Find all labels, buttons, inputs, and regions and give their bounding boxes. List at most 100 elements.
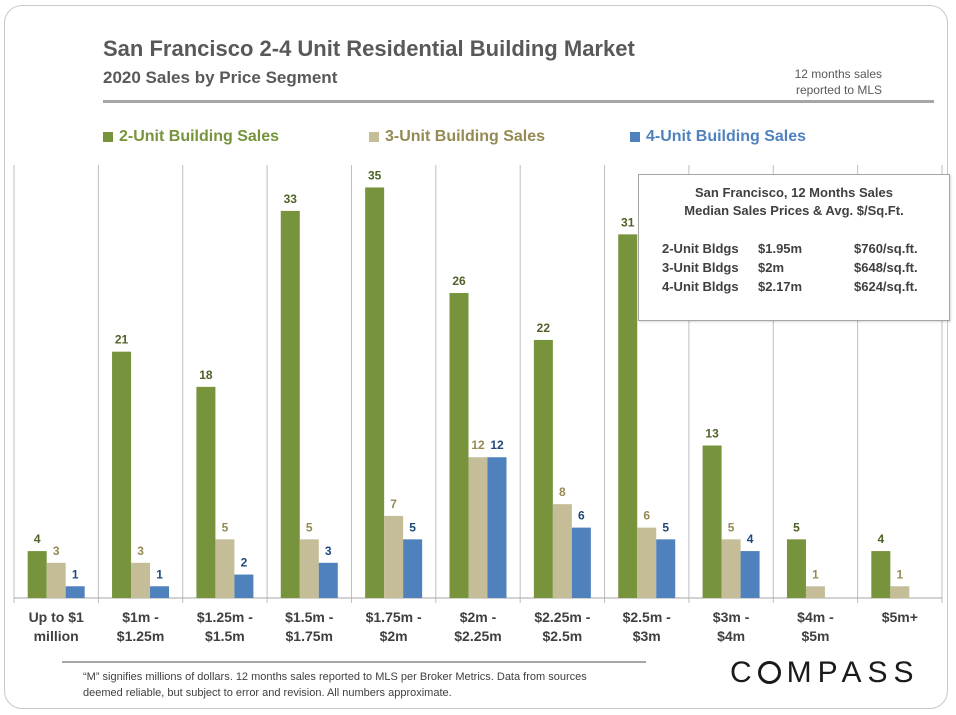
data-label: 5 [728, 520, 735, 534]
bar [468, 457, 488, 598]
data-label: 2 [241, 556, 248, 570]
data-label: 35 [368, 168, 382, 182]
data-label: 22 [537, 321, 551, 335]
bar [403, 539, 423, 598]
info-row-type: 4-Unit Bldgs [662, 279, 739, 294]
data-label: 1 [896, 567, 903, 581]
data-label: 21 [115, 333, 129, 347]
data-label: 12 [490, 438, 504, 452]
bar [571, 527, 591, 598]
x-tick-label: $5m [801, 628, 829, 644]
legend-swatch-2-unit [103, 132, 113, 142]
data-label: 13 [705, 427, 719, 441]
x-tick-label: $1.75m [286, 628, 333, 644]
median-prices-box: San Francisco, 12 Months Sales Median Sa… [638, 174, 950, 321]
data-label: 5 [409, 520, 416, 534]
bar [299, 539, 319, 598]
info-row-4-unit: 4-Unit Bldgs $2.17m $624/sq.ft. [662, 279, 942, 297]
top-note: 12 months sales reported to MLS [794, 67, 882, 97]
bar [618, 234, 638, 598]
bar [805, 586, 825, 598]
chart-title: San Francisco 2-4 Unit Residential Build… [103, 36, 635, 61]
x-tick-label: $2.25m [454, 628, 501, 644]
compass-logo: C MPASS [730, 656, 919, 690]
bar [46, 562, 66, 598]
logo-text-start: C [730, 656, 758, 689]
legend-swatch-4-unit [630, 132, 640, 142]
info-row-price: $2m [758, 260, 785, 275]
bar [318, 562, 338, 598]
bar [656, 539, 676, 598]
bar [27, 551, 47, 598]
x-tick-label: $2.25m - [534, 609, 590, 625]
data-label: 5 [662, 520, 669, 534]
info-row-price: $1.95m [758, 241, 803, 256]
bar [871, 551, 891, 598]
bar [280, 210, 300, 598]
legend-item-2-unit: 2-Unit Building Sales [103, 126, 279, 148]
data-label: 31 [621, 215, 635, 229]
data-label: 4 [877, 532, 884, 546]
info-row-psf: $760/sq.ft. [854, 241, 918, 256]
info-row-type: 3-Unit Bldgs [662, 260, 739, 275]
info-row-2-unit: 2-Unit Bldgs $1.95m $760/sq.ft. [662, 241, 942, 259]
data-label: 33 [284, 192, 298, 206]
legend-item-3-unit: 3-Unit Building Sales [369, 126, 545, 148]
info-box-title-line2: Median Sales Prices & Avg. $/Sq.Ft. [684, 203, 904, 218]
bar [637, 527, 657, 598]
data-label: 5 [793, 520, 800, 534]
bar [552, 504, 572, 598]
legend-swatch-3-unit [369, 132, 379, 142]
title-divider [103, 100, 934, 103]
data-label: 7 [390, 497, 397, 511]
footer-divider [62, 661, 646, 663]
legend-label-4-unit: 4-Unit Building Sales [646, 128, 807, 145]
x-tick-label: million [34, 628, 79, 644]
bar [533, 339, 553, 598]
bar [196, 386, 216, 598]
bar [786, 539, 806, 598]
x-tick-label: Up to $1 [29, 609, 84, 625]
info-row-psf: $648/sq.ft. [854, 260, 918, 275]
data-label: 3 [325, 544, 332, 558]
x-tick-label: $1.5m [205, 628, 245, 644]
legend-label-3-unit: 3-Unit Building Sales [385, 128, 546, 145]
bar [487, 457, 507, 598]
data-label: 5 [306, 520, 313, 534]
data-label: 3 [53, 544, 60, 558]
data-label: 26 [452, 274, 466, 288]
bar [365, 187, 385, 598]
data-label: 6 [578, 509, 585, 523]
info-row-price: $2.17m [758, 279, 803, 294]
footnote: “M” signifies millions of dollars. 12 mo… [83, 671, 587, 699]
info-row-3-unit: 3-Unit Bldgs $2m $648/sq.ft. [662, 260, 942, 278]
data-label: 6 [643, 509, 650, 523]
data-label: 12 [471, 438, 485, 452]
bar [449, 293, 469, 598]
x-tick-label: $2.5m [543, 628, 583, 644]
legend-item-4-unit: 4-Unit Building Sales [630, 126, 806, 148]
data-label: 1 [812, 567, 819, 581]
x-tick-label: $1m - [122, 609, 159, 625]
x-tick-label: $2m [380, 628, 408, 644]
x-tick-label: $2.5m - [623, 609, 672, 625]
x-tick-label: $4m [717, 628, 745, 644]
bar [890, 586, 910, 598]
data-label: 4 [747, 532, 754, 546]
x-tick-label: $1.75m - [366, 609, 422, 625]
x-tick-label: $3m [633, 628, 661, 644]
bar [215, 539, 235, 598]
logo-compass-o-icon [757, 661, 781, 684]
bar [65, 586, 85, 598]
chart-subtitle: 2020 Sales by Price Segment [103, 68, 338, 87]
data-label: 18 [199, 368, 213, 382]
bar [150, 586, 170, 598]
info-box-title-line1: San Francisco, 12 Months Sales [695, 185, 893, 200]
x-tick-label: $3m - [713, 609, 750, 625]
bar [384, 515, 404, 598]
bar [740, 551, 760, 598]
data-label: 5 [222, 520, 229, 534]
legend-label-2-unit: 2-Unit Building Sales [119, 128, 280, 145]
data-label: 4 [34, 532, 41, 546]
